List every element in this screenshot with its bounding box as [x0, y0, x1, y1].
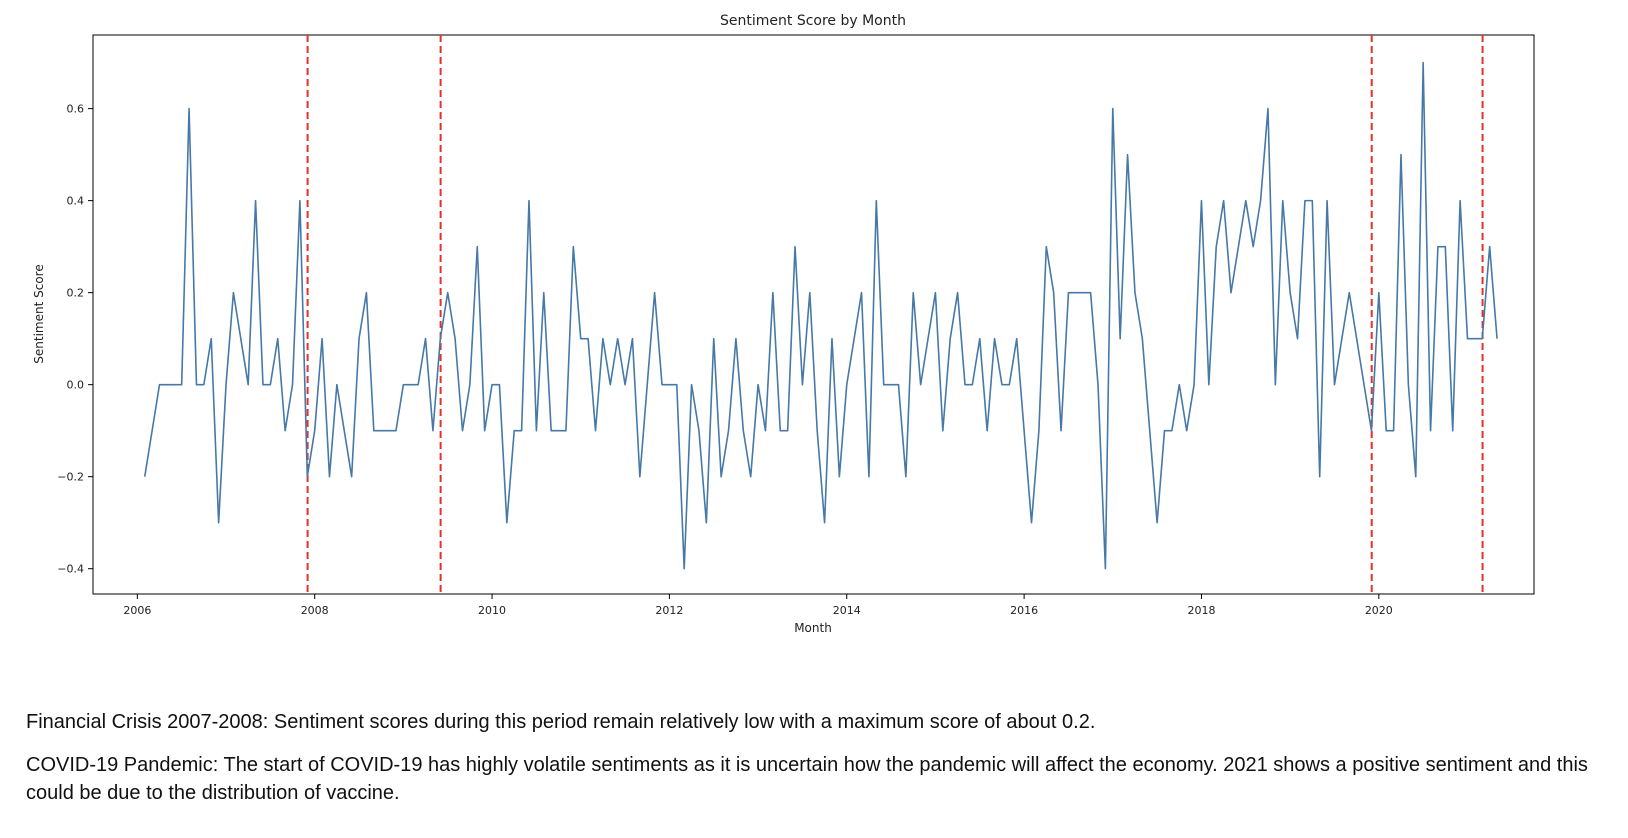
- x-tick-label: 2012: [655, 604, 683, 617]
- sentiment-series-line: [143, 61, 1498, 570]
- y-tick-label: 0.2: [67, 287, 85, 300]
- x-tick-label: 2016: [1010, 604, 1038, 617]
- financial-crisis-note: Financial Crisis 2007-2008: Sentiment sc…: [26, 711, 1096, 733]
- x-tick-label: 2008: [301, 604, 329, 617]
- sentiment-chart: Sentiment Score by Month 2006 2008 2010 201…: [32, 13, 1535, 635]
- x-tick-label: 2006: [123, 604, 151, 617]
- y-tick-label: −0.2: [57, 471, 84, 484]
- analysis-notes: Financial Crisis 2007-2008: Sentiment sc…: [26, 708, 1616, 822]
- x-axis-label: Month: [794, 621, 832, 635]
- y-axis: −0.4 −0.2 0.0 0.2 0.4 0.6: [57, 103, 93, 576]
- y-tick-label: 0.4: [67, 195, 85, 208]
- x-tick-label: 2010: [478, 604, 506, 617]
- y-axis-label: Sentiment Score: [32, 264, 46, 363]
- x-axis: 2006 2008 2010 2012 2014 2016 2018 2020: [123, 594, 1393, 617]
- chart-title: Sentiment Score by Month: [720, 13, 906, 29]
- event-markers: [306, 35, 1484, 594]
- x-tick-label: 2020: [1365, 604, 1393, 617]
- x-tick-label: 2018: [1187, 604, 1215, 617]
- x-tick-label: 2014: [833, 604, 861, 617]
- covid-note: COVID-19 Pandemic: The start of COVID-19…: [26, 754, 1588, 804]
- y-tick-label: 0.6: [67, 103, 85, 116]
- plot-area-frame: [92, 34, 1535, 595]
- y-tick-label: 0.0: [67, 379, 85, 392]
- y-tick-label: −0.4: [57, 563, 84, 576]
